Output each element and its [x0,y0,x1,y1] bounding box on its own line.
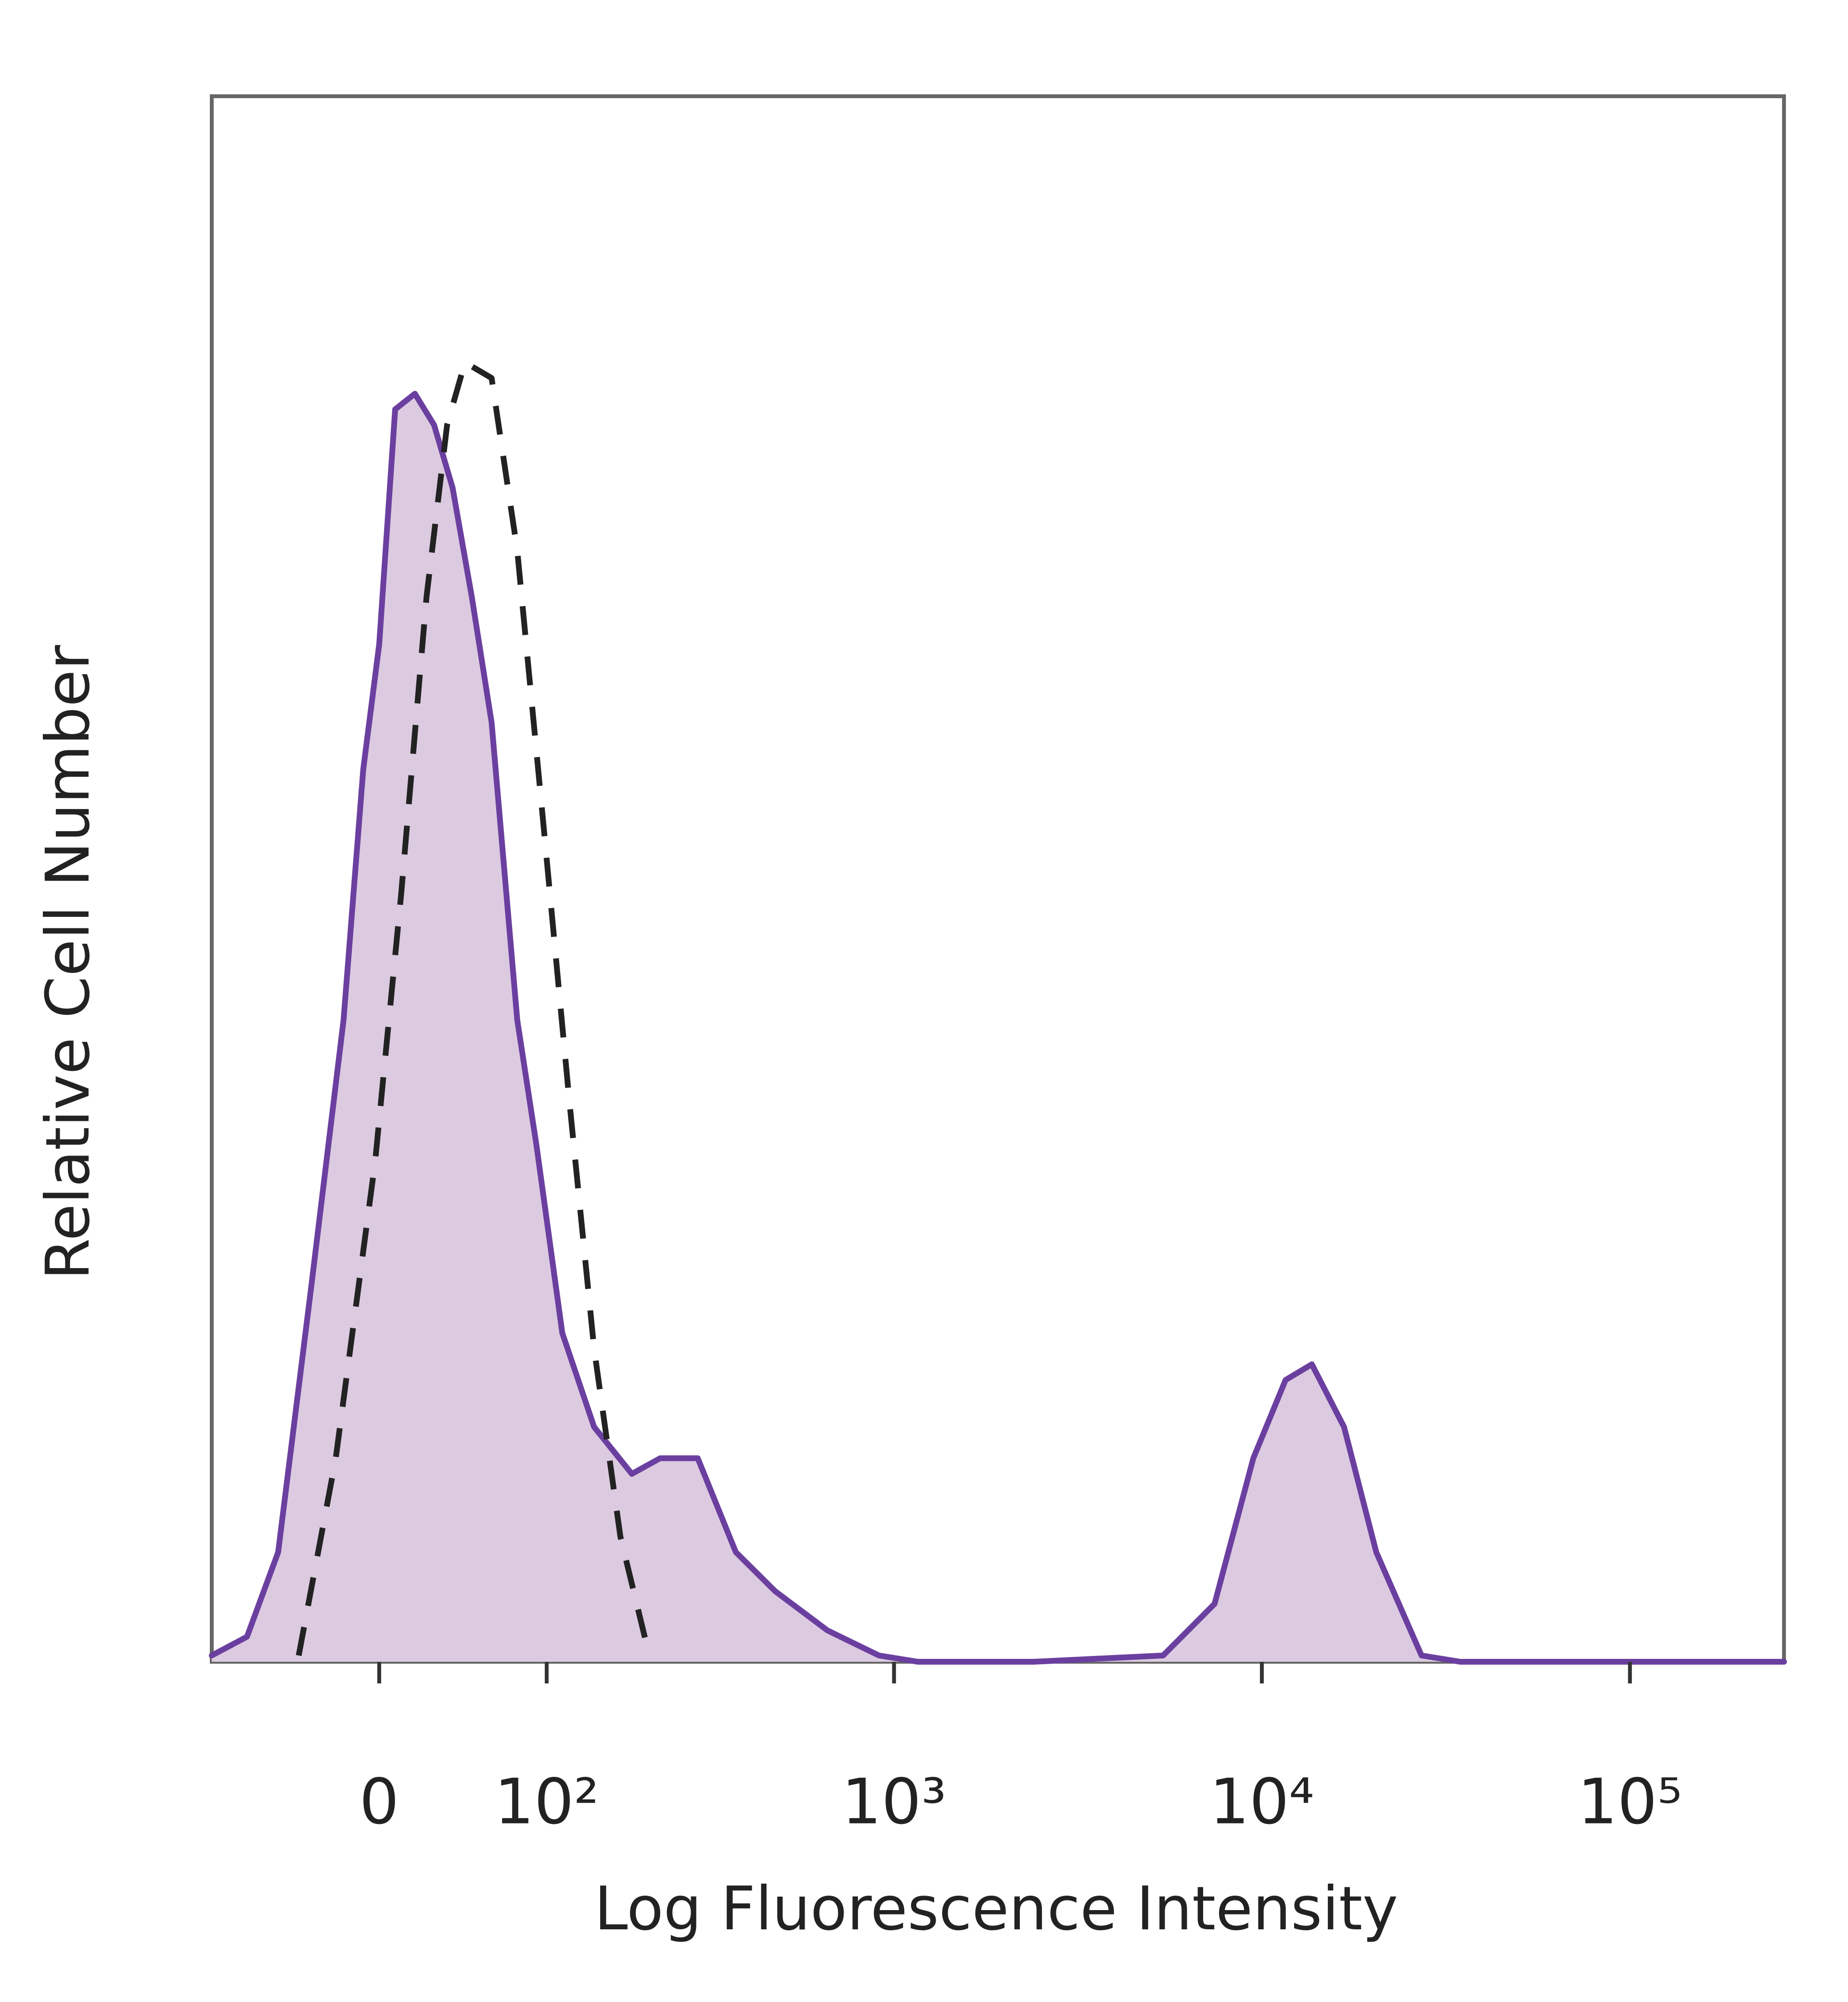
histogram-line [295,359,649,1656]
histogram-line [209,391,1787,1665]
plot-area [209,359,1787,1665]
x-tick-label: 10³ [842,1765,947,1838]
area [212,394,1784,1662]
y-axis-label: Relative Cell Number [33,645,103,1280]
x-tick-label: 10⁴ [1209,1765,1314,1838]
x-tick-label: 10⁵ [1578,1765,1682,1838]
x-tick-label: 0 [359,1765,399,1838]
x-axis-label: Log Fluorescence Intensity [594,1874,1398,1944]
x-tick-label: 10² [494,1765,599,1838]
